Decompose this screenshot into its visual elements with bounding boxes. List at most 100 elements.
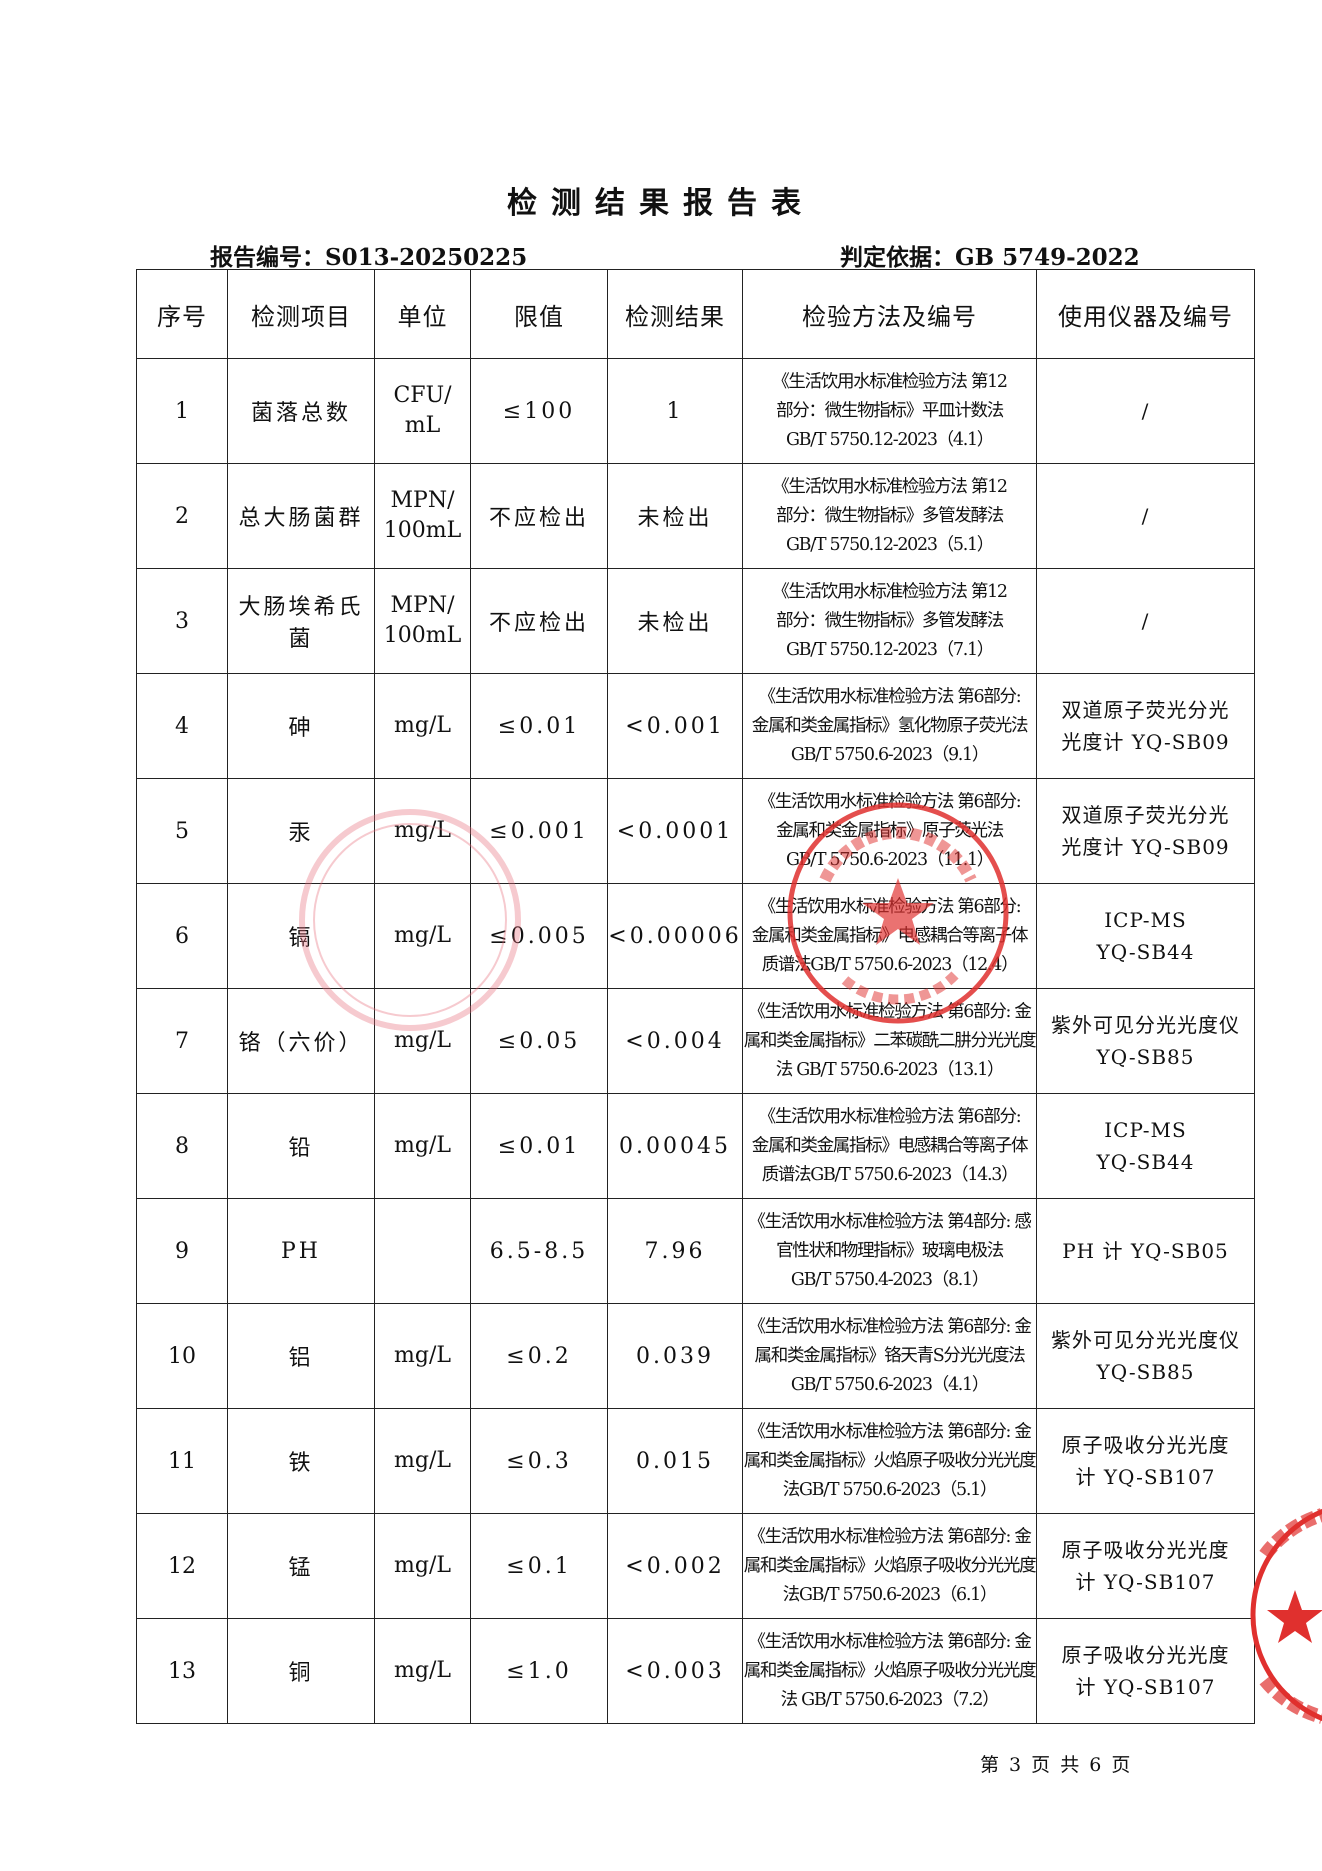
header-item: 检测项目 [227, 269, 375, 359]
unit-line: mg/L [394, 1658, 451, 1683]
table-row: 11 铁 mg/L ≤0.3 0.015 《生活饮用水标准检验方法 第6部分: 金属和类金… [136, 1408, 1255, 1514]
instrument-line: 计 YQ-SB107 [1075, 1570, 1216, 1594]
test-result: <0.002 [607, 1513, 743, 1619]
method-line: 属和类金属指标》二苯碳酰二肼分光光度 [743, 1030, 1036, 1051]
test-result: 未检出 [607, 463, 743, 569]
test-item: 铜 [227, 1618, 375, 1724]
limit-value: 不应检出 [470, 568, 608, 674]
instrument-line: YQ-SB85 [1096, 1045, 1195, 1069]
row-number: 13 [136, 1618, 228, 1724]
row-number: 2 [136, 463, 228, 569]
table-row: 9 PH 6.5-8.5 7.96 《生活饮用水标准检验方法 第4部分: 感官性状和物理… [136, 1198, 1255, 1304]
table-row: 10 铝 mg/L ≤0.2 0.039 《生活饮用水标准检验方法 第6部分: 金属和类金… [136, 1303, 1255, 1409]
test-result: 1 [607, 358, 743, 464]
instrument: PH 计 YQ-SB05 [1036, 1198, 1255, 1304]
method-line: 《生活饮用水标准检验方法 第6部分: [758, 791, 1022, 812]
method-line: 属和类金属指标》铬天青S分光光度法 [754, 1345, 1026, 1366]
test-result: 未检出 [607, 568, 743, 674]
unit: mg/L [374, 1408, 471, 1514]
instrument-line: PH 计 YQ-SB05 [1062, 1239, 1229, 1263]
method-line: GB/T 5750.6-2023（11.1） [785, 849, 994, 870]
test-item: 锰 [227, 1513, 375, 1619]
unit: MPN/100mL [374, 463, 471, 569]
instrument-line: / [1141, 504, 1150, 528]
instrument-line: / [1141, 609, 1150, 633]
instrument: 双道原子荧光分光 光度计 YQ-SB09 [1036, 778, 1255, 884]
unit-line: CFU/ [393, 383, 452, 408]
unit-line: mg/L [394, 818, 451, 843]
row-number: 6 [136, 883, 228, 989]
method-line: 质谱法GB/T 5750.6-2023（12.4） [761, 954, 1019, 975]
method-line: 《生活饮用水标准检验方法 第6部分: 金 [748, 1316, 1031, 1337]
table-row: 6 镉 mg/L ≤0.005 <0.00006 《生活饮用水标准检验方法 第6部分: 金属… [136, 883, 1255, 989]
header-instrument: 使用仪器及编号 [1036, 269, 1255, 359]
method-line: 属和类金属指标》火焰原子吸收分光光度 [743, 1555, 1036, 1576]
unit: mg/L [374, 1618, 471, 1724]
method-line: GB/T 5750.6-2023（4.1） [790, 1374, 989, 1395]
method-line: 金属和类金属指标》氢化物原子荧光法 [751, 715, 1029, 736]
test-method: 《生活饮用水标准检验方法 第6部分: 金属和类金属指标》火焰原子吸收分光光度 法G… [742, 1408, 1037, 1514]
method-line: 《生活饮用水标准检验方法 第6部分: 金 [748, 1526, 1031, 1547]
table-row: 4 砷 mg/L ≤0.01 <0.001 《生活饮用水标准检验方法 第6部分: 金属和类金… [136, 673, 1255, 779]
test-item: 镉 [227, 883, 375, 989]
row-number: 1 [136, 358, 228, 464]
method-line: GB/T 5750.6-2023（9.1） [790, 744, 989, 765]
test-method: 《生活饮用水标准检验方法 第12 部分：微生物指标》平皿计数法 GB/T 5750.… [742, 358, 1037, 464]
unit: mg/L [374, 1513, 471, 1619]
table-row: 13 铜 mg/L ≤1.0 <0.003 《生活饮用水标准检验方法 第6部分: 金属和类… [136, 1618, 1255, 1724]
limit-value: ≤0.01 [470, 673, 608, 779]
page-number: 第 3 页 共 6 页 [980, 1754, 1133, 1776]
instrument: 紫外可见分光光度仪 YQ-SB85 [1036, 988, 1255, 1094]
method-line: 《生活饮用水标准检验方法 第6部分: 金 [748, 1421, 1031, 1442]
test-method: 《生活饮用水标准检验方法 第6部分: 金属和类金属指标》电感耦合等离子体 质谱法GB… [742, 1093, 1037, 1199]
limit-value: 6.5-8.5 [470, 1198, 608, 1304]
results-table: 序号 检测项目 单位 限值 检测结果 检验方法及编号 使用仪器及编号 1 菌落总数 CFU/mL… [136, 269, 1255, 1724]
test-item: 砷 [227, 673, 375, 779]
unit: mg/L [374, 1303, 471, 1409]
instrument-line: ICP-MS [1104, 1118, 1187, 1142]
test-result: 7.96 [607, 1198, 743, 1304]
method-line: 法GB/T 5750.6-2023（6.1） [782, 1584, 998, 1605]
method-line: 《生活饮用水标准检验方法 第12 [772, 476, 1008, 497]
method-line: 《生活饮用水标准检验方法 第6部分: [758, 896, 1022, 917]
test-item: 铁 [227, 1408, 375, 1514]
unit-line: 100mL [383, 518, 462, 543]
unit: MPN/100mL [374, 568, 471, 674]
test-method: 《生活饮用水标准检验方法 第6部分: 金属和类金属指标》铬天青S分光光度法 GB/… [742, 1303, 1037, 1409]
instrument: 原子吸收分光光度计 YQ-SB107 [1036, 1618, 1255, 1724]
unit-line: mg/L [394, 1028, 451, 1053]
unit-line: mg/L [394, 923, 451, 948]
method-line: 部分：微生物指标》多管发酵法 [776, 505, 1004, 526]
test-item: 铝 [227, 1303, 375, 1409]
unit: mg/L [374, 778, 471, 884]
table-row: 7 铬（六价） mg/L ≤0.05 <0.004 《生活饮用水标准检验方法 第6部分: … [136, 988, 1255, 1094]
limit-value: ≤0.3 [470, 1408, 608, 1514]
row-number: 12 [136, 1513, 228, 1619]
instrument-line: YQ-SB85 [1096, 1360, 1195, 1384]
row-number: 11 [136, 1408, 228, 1514]
limit-value: ≤0.1 [470, 1513, 608, 1619]
method-line: 金属和类金属指标》原子荧光法 [776, 820, 1004, 841]
table-row: 1 菌落总数 CFU/mL ≤100 1 《生活饮用水标准检验方法 第12 部分：微生物指标… [136, 358, 1255, 464]
limit-value: 不应检出 [470, 463, 608, 569]
limit-value: ≤1.0 [470, 1618, 608, 1724]
unit-line: mg/L [394, 1343, 451, 1368]
instrument-line: 计 YQ-SB107 [1075, 1675, 1216, 1699]
row-number: 10 [136, 1303, 228, 1409]
test-item: 铅 [227, 1093, 375, 1199]
test-result: 0.015 [607, 1408, 743, 1514]
test-method: 《生活饮用水标准检验方法 第6部分: 金属和类金属指标》电感耦合等离子体 质谱法GB… [742, 883, 1037, 989]
method-line: GB/T 5750.12-2023（5.1） [785, 534, 994, 555]
test-method: 《生活饮用水标准检验方法 第6部分: 金属和类金属指标》氢化物原子荧光法 GB/T … [742, 673, 1037, 779]
table-row: 12 锰 mg/L ≤0.1 <0.002 《生活饮用水标准检验方法 第6部分: 金属和类… [136, 1513, 1255, 1619]
method-line: 《生活饮用水标准检验方法 第12 [772, 371, 1008, 392]
test-result: 0.039 [607, 1303, 743, 1409]
method-line: 部分：微生物指标》多管发酵法 [776, 610, 1004, 631]
test-result: <0.001 [607, 673, 743, 779]
instrument: 原子吸收分光光度计 YQ-SB107 [1036, 1408, 1255, 1514]
unit-line: 100mL [383, 623, 462, 648]
header-result: 检测结果 [607, 269, 743, 359]
method-line: 法 GB/T 5750.6-2023（7.2） [780, 1689, 1000, 1710]
unit: mg/L [374, 988, 471, 1094]
method-line: 质谱法GB/T 5750.6-2023（14.3） [761, 1164, 1019, 1185]
